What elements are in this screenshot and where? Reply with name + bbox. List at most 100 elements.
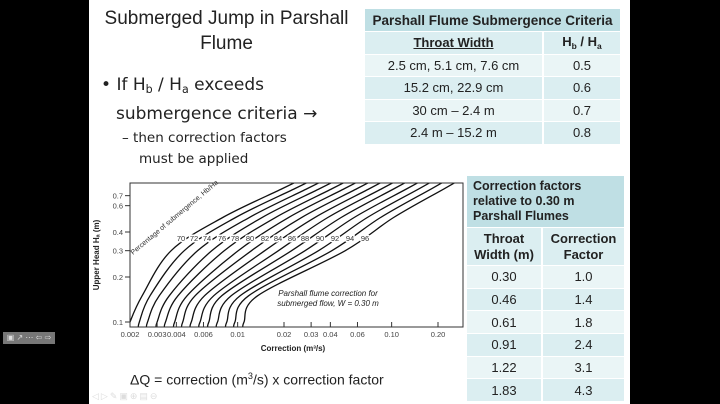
curve-label: 82: [261, 234, 269, 243]
y-tick-label: 0.6: [113, 202, 123, 211]
submergence-criteria-table: Parshall Flume Submergence Criteria Thro…: [365, 8, 620, 144]
curve-label: 74: [203, 234, 211, 243]
sub-bullet-text: – then correction factors: [122, 130, 287, 146]
x-tick-label: 0.003: [148, 330, 167, 339]
curve-label: 94: [346, 234, 354, 243]
curve-label: 90: [316, 234, 324, 243]
x-axis-label: Correction (m³/s): [261, 344, 326, 353]
cell: 1.8: [541, 310, 624, 334]
curve-90: [215, 183, 419, 327]
cell: 4.3: [541, 378, 624, 402]
chart-annotation: submerged flow, W = 0.30 m: [277, 299, 379, 308]
curve-label: 92: [331, 234, 339, 243]
cell: 0.6: [542, 76, 620, 99]
x-tick-label: 0.20: [431, 330, 446, 339]
x-tick-label: 0.002: [121, 330, 140, 339]
curve-label: 88: [301, 234, 309, 243]
slide: Submerged Jump in Parshall Flume • If Hb…: [89, 0, 630, 404]
table-row: 2.5 cm, 5.1 cm, 7.6 cm 0.5: [365, 54, 620, 77]
cell: 3.1: [541, 356, 624, 379]
correction-factor-table: Correction factors relative to 0.30 m Pars…: [467, 175, 624, 402]
bullet: • If Hb / Ha exceeds submergence criteri…: [101, 73, 317, 127]
column-header: Hb / Ha: [542, 31, 620, 54]
cell: 1.4: [541, 288, 624, 311]
x-tick-label: 0.04: [323, 330, 338, 339]
x-tick-label: 0.03: [304, 330, 319, 339]
table-title: Correction factors relative to 0.30 m Pars…: [467, 175, 624, 228]
cell: 2.4: [541, 333, 624, 357]
curve-94: [232, 183, 443, 327]
cell: 0.61: [467, 310, 542, 334]
sub-bullet: – then correction factors must be applie…: [122, 128, 287, 170]
cell: 2.4 m – 15.2 m: [365, 121, 543, 144]
curve-label: 80: [246, 234, 254, 243]
formula: ΔQ = correction (m3/s) x correction fact…: [130, 371, 384, 388]
cell: 0.46: [467, 288, 542, 311]
bullet-dot: •: [101, 75, 117, 95]
y-tick-label: 0.1: [113, 318, 123, 327]
sub-bullet-text: must be applied: [139, 151, 249, 167]
curve-74: [145, 183, 320, 327]
curve-96: [242, 183, 456, 327]
curve-labels: 70 72 74 76 78 80 82 84 86 88 90 92 94 96: [175, 233, 370, 245]
curve-76: [155, 183, 333, 327]
curve-92: [224, 183, 431, 327]
table-row: 0.91 2.4: [467, 333, 624, 357]
column-header: Correction Factor: [541, 227, 624, 266]
curve-label: 84: [274, 234, 282, 243]
cell: 1.0: [541, 265, 624, 289]
curve-82: [180, 183, 370, 327]
curve-86: [198, 183, 394, 327]
presenter-toolbar[interactable]: ▣ ↗ ⋯ ⇦ ⇨: [3, 332, 55, 344]
bullet-text: If H: [116, 75, 146, 95]
cell: 2.5 cm, 5.1 cm, 7.6 cm: [365, 54, 543, 77]
x-tick-label: 0.02: [277, 330, 292, 339]
cell: 0.5: [542, 54, 620, 77]
y-tick-label: 0.7: [113, 192, 123, 201]
curve-label: 70: [177, 234, 185, 243]
y-axis-label: Upper Head Hₐ (m): [92, 219, 101, 290]
table-row: 1.22 3.1: [467, 356, 624, 379]
plot-frame: [129, 182, 464, 328]
table-row: 0.46 1.4: [467, 288, 624, 311]
curve-84: [189, 183, 382, 327]
y-tick-label: 0.2: [113, 273, 123, 282]
bullet-text: exceeds: [188, 75, 264, 95]
cell: 0.91: [467, 333, 542, 357]
x-tick-label: 0.01: [230, 330, 245, 339]
cell: 30 cm – 2.4 m: [365, 99, 543, 122]
cell: 1.83: [467, 378, 542, 402]
cell: 0.30: [467, 265, 542, 289]
title-line: Flume: [200, 33, 253, 54]
axes: 0.1 0.2 0.3 0.4 0.60.7 0.002 0.003 0.004 0.006 0.…: [113, 192, 446, 339]
bullet-text: submergence criteria →: [116, 104, 318, 124]
x-tick-label: 0.10: [384, 330, 399, 339]
x-tick-label: 0.004: [167, 330, 186, 339]
bullet-text: / H: [152, 75, 182, 95]
slide-title: Submerged Jump in Parshall Flume: [99, 6, 354, 56]
curve-78: [163, 183, 345, 327]
table-row: 0.61 1.8: [467, 310, 624, 334]
curve-88: [206, 183, 406, 327]
curve-80: [172, 183, 357, 327]
table-row: 1.83 4.3: [467, 378, 624, 402]
slide-nav-controls[interactable]: ◁▷✎▣⊕▤⊖: [92, 391, 160, 401]
curve-label: 78: [231, 234, 239, 243]
curve-label: 86: [288, 234, 296, 243]
table-row: 30 cm – 2.4 m 0.7: [365, 99, 620, 122]
table-row: 15.2 cm, 22.9 cm 0.6: [365, 76, 620, 99]
table-title: Parshall Flume Submergence Criteria: [365, 8, 620, 32]
subscript: b: [145, 83, 153, 96]
cell: 15.2 cm, 22.9 cm: [365, 76, 543, 99]
curve-label: 72: [190, 234, 198, 243]
chart-annotation: Parshall flume correction for: [278, 289, 378, 298]
column-header: Throat Width (m): [467, 227, 542, 266]
title-line: Submerged Jump in Parshall: [104, 8, 349, 29]
x-tick-label: 0.06: [350, 330, 365, 339]
y-tick-label: 0.4: [113, 228, 123, 237]
cell: 0.7: [542, 99, 620, 122]
curve-label-title: Percentage of submergence, Hb/Ha: [130, 179, 220, 256]
curve-72: [137, 183, 308, 327]
y-tick-label: 0.3: [113, 247, 123, 256]
